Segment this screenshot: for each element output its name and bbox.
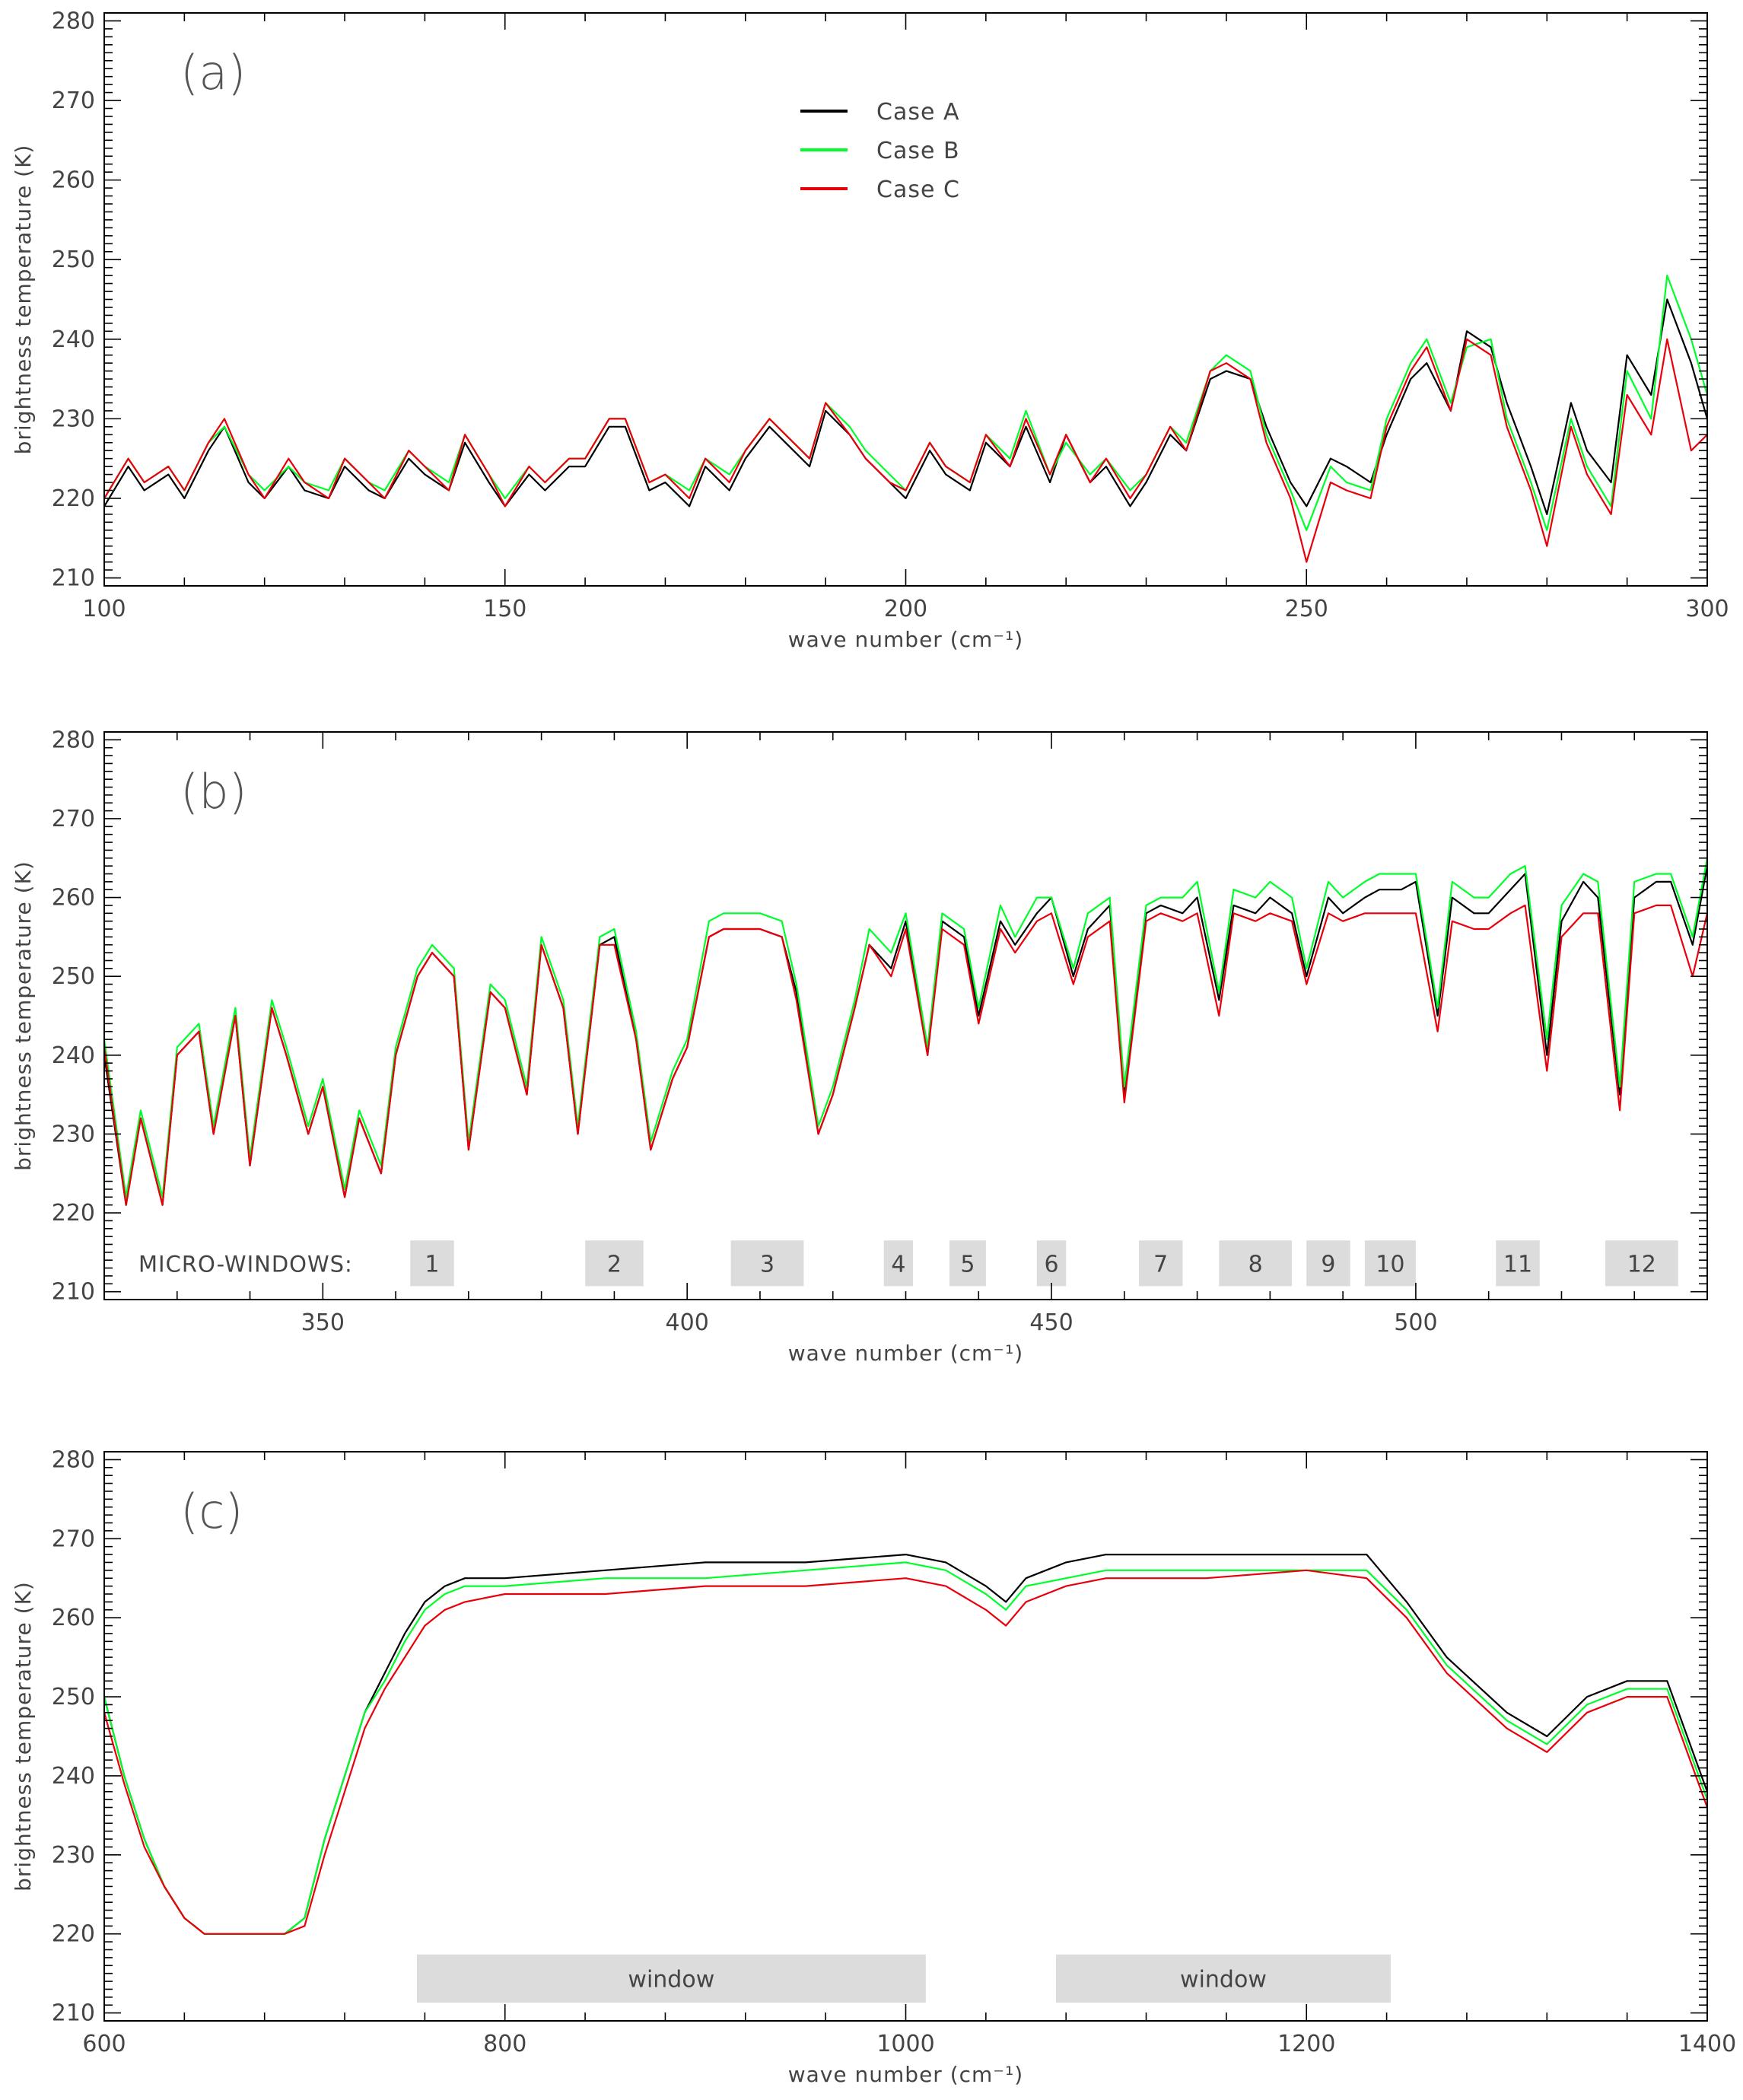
plot-frame [103,1451,1708,2022]
micro-window-box [1036,1240,1067,1287]
series-line-case-b [103,1561,1709,1935]
panel-label: (b) [180,764,247,819]
series-line-case-c [103,1569,1709,1935]
micro-window-label: 9 [1321,1251,1335,1278]
series-line-case-b [103,275,1709,531]
x-tick-label: 450 [1029,1309,1073,1336]
x-tick-label: 600 [82,2031,126,2057]
y-tick-label: 230 [52,1842,95,1869]
micro-window-label: 11 [1503,1251,1532,1278]
series-line-case-c [103,904,1709,1206]
micro-window-box [1306,1240,1350,1287]
micro-window-label: 5 [960,1251,975,1278]
micro-window-label: 8 [1248,1251,1263,1278]
panel-label: (c) [180,1484,243,1539]
y-tick-label: 280 [52,727,95,753]
micro-window-label: 2 [607,1251,622,1278]
x-tick-label: 350 [301,1309,345,1336]
micro-window-label: 3 [760,1251,774,1278]
y-tick-label: 270 [52,1526,95,1552]
y-tick-label: 260 [52,1605,95,1631]
y-tick-label: 260 [52,885,95,912]
micro-window-label: 10 [1376,1251,1404,1278]
micro-window-label: 4 [891,1251,905,1278]
x-tick-label: 150 [483,596,526,622]
y-tick-label: 210 [52,1279,95,1306]
y-tick-label: 270 [52,88,95,114]
series-line-case-b [103,858,1709,1198]
spectral-window-label: window [1180,1966,1267,1993]
x-tick-label: 400 [666,1309,709,1336]
legend-label: Case C [876,177,960,203]
y-tick-label: 280 [52,1446,95,1473]
micro-window-label: 1 [425,1251,439,1278]
micro-window-label: 12 [1627,1251,1656,1278]
panel-label: (a) [180,45,246,100]
y-tick-label: 210 [52,565,95,592]
x-tick-label: 200 [884,596,927,622]
series-line-case-a [103,298,1709,516]
x-axis-title: wave number (cm⁻¹) [788,2062,1023,2087]
spectral-window-box [1056,1954,1391,2003]
x-tick-label: 800 [483,2031,526,2057]
y-tick-label: 240 [52,326,95,353]
micro-window-box [1496,1240,1540,1287]
y-tick-label: 220 [52,1921,95,1948]
legend-label: Case B [876,138,960,164]
y-tick-label: 240 [52,1042,95,1069]
y-tick-label: 250 [52,1684,95,1710]
x-tick-label: 250 [1285,596,1328,622]
x-tick-label: 500 [1394,1309,1437,1336]
y-tick-label: 280 [52,8,95,34]
y-axis-title: brightness temperature (K) [11,145,36,455]
micro-window-box [1605,1240,1678,1287]
x-axis-title: wave number (cm⁻¹) [788,627,1023,652]
micro-window-label: 6 [1044,1251,1058,1278]
micro-window-box [949,1240,986,1287]
micro-window-box [1138,1240,1183,1287]
micro-window-box [1364,1240,1416,1287]
x-tick-label: 100 [82,596,126,622]
micro-window-box [1219,1240,1293,1287]
x-axis-title: wave number (cm⁻¹) [788,1341,1023,1366]
micro-window-box [585,1240,644,1287]
spectral-window-box [416,1954,926,2003]
y-tick-label: 260 [52,167,95,194]
y-tick-label: 220 [52,485,95,512]
legend-label: Case A [876,99,959,126]
series-line-case-a [103,1553,1709,1935]
y-axis-title: brightness temperature (K) [11,1581,36,1892]
x-tick-label: 300 [1685,596,1729,622]
y-tick-label: 270 [52,806,95,832]
y-tick-label: 230 [52,406,95,432]
x-tick-label: 1000 [876,2031,934,2057]
y-tick-label: 210 [52,2000,95,2027]
micro-window-box [883,1240,914,1287]
x-tick-label: 1200 [1277,2031,1335,2057]
x-tick-label: 1400 [1678,2031,1736,2057]
series-line-case-c [103,338,1708,563]
micro-windows-label: MICRO-WINDOWS: [138,1251,353,1277]
y-tick-label: 240 [52,1763,95,1790]
y-tick-label: 250 [52,963,95,990]
y-tick-label: 250 [52,247,95,273]
micro-window-box [410,1240,454,1287]
y-tick-label: 220 [52,1200,95,1227]
micro-window-box [730,1240,804,1287]
chart-panel-a: 100 150 200 250 300 210 220 230 240 250 260 270 280 w… [11,8,1729,652]
y-axis-title: brightness temperature (K) [11,861,36,1171]
plot-frame [103,731,1708,1300]
micro-window-label: 7 [1153,1251,1168,1278]
spectral-window-label: window [628,1966,714,1993]
chart-panel-c: window window 600 800 1000 1200 1400 210 220 230 2… [11,1446,1736,2087]
y-tick-label: 230 [52,1121,95,1147]
